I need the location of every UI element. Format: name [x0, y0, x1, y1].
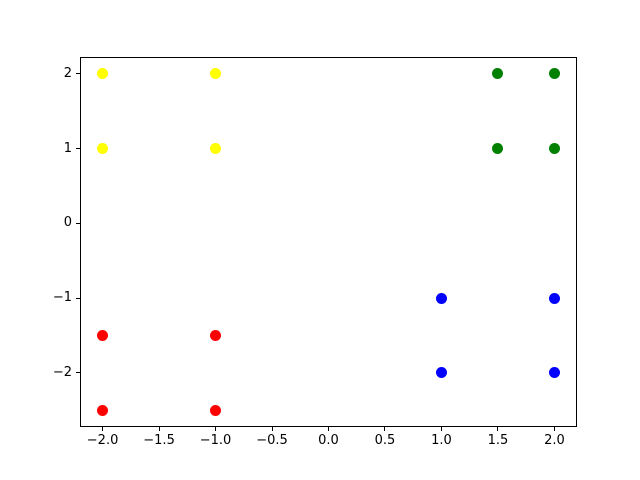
x-tick-mark: [384, 427, 386, 431]
x-tick-mark: [102, 427, 104, 431]
scatter-point-yellow-cluster: [210, 68, 222, 80]
y-tick-label: −2: [52, 364, 72, 380]
y-tick-mark: [76, 148, 80, 150]
y-tick-mark: [76, 297, 80, 299]
scatter-point-yellow-cluster: [97, 143, 109, 155]
x-tick-label: −1.5: [143, 433, 175, 448]
scatter-point-red-cluster: [97, 329, 109, 341]
scatter-point-blue-cluster: [548, 292, 560, 304]
x-tick-label: 1.0: [431, 433, 452, 448]
scatter-point-green-cluster: [492, 68, 504, 80]
y-tick-label: 1: [63, 140, 72, 156]
x-tick-mark: [553, 427, 555, 431]
y-tick-label: −1: [52, 290, 72, 306]
scatter-point-red-cluster: [210, 404, 222, 416]
x-tick-mark: [158, 427, 160, 431]
x-tick-label: −2.0: [86, 433, 119, 448]
scatter-point-red-cluster: [97, 404, 109, 416]
x-tick-label: 0.5: [374, 433, 396, 448]
x-tick-mark: [497, 427, 499, 431]
y-tick-label: 2: [63, 65, 72, 81]
scatter-point-yellow-cluster: [97, 68, 109, 80]
y-tick-mark: [76, 372, 80, 374]
scatter-point-green-cluster: [548, 143, 560, 155]
x-tick-mark: [328, 427, 329, 431]
y-tick-mark: [76, 222, 80, 224]
x-tick-label: −1.0: [199, 433, 232, 448]
x-tick-label: 0.0: [318, 433, 339, 448]
scatter-point-yellow-cluster: [210, 143, 222, 155]
y-tick-label: 0: [63, 215, 72, 231]
x-tick-mark: [440, 427, 442, 431]
scatter-point-green-cluster: [548, 68, 560, 80]
scatter-point-blue-cluster: [435, 367, 447, 379]
scatter-point-blue-cluster: [548, 367, 560, 379]
scatter-point-blue-cluster: [435, 292, 447, 304]
x-tick-mark: [215, 427, 217, 431]
plot-area: [80, 57, 577, 427]
x-tick-mark: [271, 427, 273, 431]
x-tick-label: −0.5: [256, 433, 288, 448]
x-tick-label: 1.5: [487, 433, 509, 448]
y-tick-mark: [76, 73, 80, 75]
scatter-point-red-cluster: [210, 329, 222, 341]
scatter-point-green-cluster: [492, 143, 504, 155]
x-tick-label: 2.0: [544, 433, 565, 448]
